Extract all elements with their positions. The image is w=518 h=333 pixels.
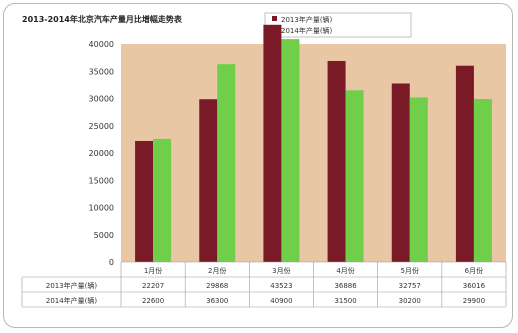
table-cell: 30200 [399, 297, 421, 305]
bar-2014 [281, 39, 300, 262]
bar-2013 [455, 65, 474, 262]
table-row-label: 2014年产量(辆) [46, 296, 98, 305]
y-tick-label: 10000 [89, 204, 114, 213]
y-tick-label: 20000 [89, 149, 114, 158]
table-cells: 2013年产量(辆) 22207 29868 43523 36886 32757 36016… [46, 281, 486, 305]
bar-2014 [473, 99, 492, 262]
table-cell: 40900 [270, 297, 292, 305]
bar-2014 [217, 64, 236, 262]
bar-2014 [345, 90, 364, 262]
category-label: 6月份 [465, 266, 483, 275]
legend-label-2014: 2014年产量(辆) [281, 26, 333, 35]
bar-2013 [391, 83, 410, 262]
table-row-label: 2013年产量(辆) [46, 281, 98, 290]
table-cell: 22600 [142, 297, 164, 305]
legend-box [264, 12, 412, 38]
legend-swatch-2013 [272, 16, 277, 21]
y-tick-label: 30000 [89, 95, 114, 104]
y-tick-label: 25000 [89, 122, 114, 131]
table-cell: 36300 [206, 297, 228, 305]
table-cell: 36886 [334, 282, 357, 290]
bar-2013 [135, 140, 154, 262]
table-cell: 36016 [463, 282, 486, 290]
y-axis: 40000 35000 30000 25000 20000 15000 10000 5000 0 [89, 40, 114, 267]
plot-area [121, 44, 506, 262]
category-label: 4月份 [336, 266, 354, 275]
legend: 2013年产量(辆) 2014年产量(辆) [264, 12, 412, 38]
table-cell: 31500 [334, 297, 356, 305]
y-tick-label: 5000 [94, 231, 114, 240]
chart-title: 2013-2014年北京汽车产量月比增幅走势表 [22, 14, 183, 24]
table-cell: 29900 [463, 297, 485, 305]
table-cell: 29868 [206, 282, 228, 290]
bar-2014 [153, 138, 172, 262]
x-axis-categories: 1月份 2月份 3月份 4月份 5月份 6月份 [144, 266, 483, 275]
bars [135, 24, 492, 263]
y-tick-label: 15000 [89, 176, 114, 185]
bar-2013 [263, 24, 282, 262]
y-tick-label: 35000 [89, 67, 114, 76]
data-table [21, 261, 507, 308]
table-cell: 22207 [142, 282, 164, 290]
category-label: 1月份 [144, 266, 162, 275]
table-cell: 43523 [270, 282, 292, 290]
category-label: 2月份 [208, 266, 226, 275]
category-label: 3月份 [272, 266, 290, 275]
category-label: 5月份 [401, 266, 419, 275]
bar-2014 [409, 97, 428, 262]
bar-2013 [199, 99, 218, 263]
y-tick-label: 0 [109, 258, 114, 267]
y-tick-label: 40000 [89, 40, 114, 49]
bar-2013 [327, 60, 346, 262]
table-cell: 32757 [399, 282, 421, 290]
legend-label-2013: 2013年产量(辆) [281, 15, 333, 24]
